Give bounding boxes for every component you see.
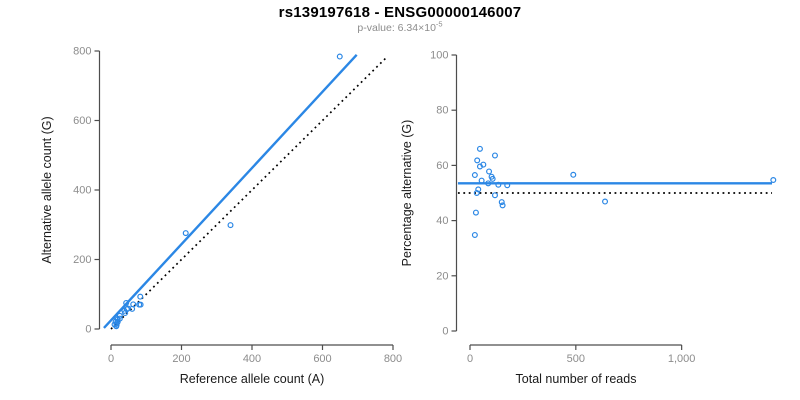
y-tick-label: 40 xyxy=(436,215,448,227)
data-point xyxy=(116,312,123,319)
data-point xyxy=(486,168,493,175)
x-tick-label: 200 xyxy=(172,353,190,365)
data-point xyxy=(473,190,480,197)
data-point xyxy=(602,198,609,205)
regression-line xyxy=(103,54,358,329)
data-point xyxy=(137,293,144,300)
y-tick-label: 400 xyxy=(73,185,91,197)
data-point xyxy=(336,53,343,60)
percentage-vs-reads-scatter: 0 20 40 60 80 100 0 500 1,000 Total number of rea… xyxy=(400,50,777,386)
data-point xyxy=(770,177,777,184)
data-point xyxy=(137,301,144,308)
y-tick-label: 100 xyxy=(430,50,448,62)
data-point xyxy=(491,152,498,159)
y-tick-label: 200 xyxy=(73,254,91,266)
p-value-exponent: -5 xyxy=(435,19,443,29)
x-tick-label: 500 xyxy=(567,353,585,365)
data-point xyxy=(491,192,498,199)
y-tick-label: 0 xyxy=(85,324,91,336)
allele-counts-scatter: 0 200 400 600 800 0 200 400 600 800 Reference alle… xyxy=(40,46,402,387)
x-tick-label: 1,000 xyxy=(668,353,696,365)
x-tick-label: 0 xyxy=(467,353,473,365)
y-tick-label: 80 xyxy=(436,105,448,117)
figure-subtitle: p-value: 6.34×10-5 xyxy=(0,19,800,34)
data-point xyxy=(129,305,136,312)
y-axis-title: Percentage alternative (G) xyxy=(400,120,414,267)
data-point xyxy=(570,171,577,178)
data-point xyxy=(472,209,479,216)
data-point xyxy=(495,181,502,188)
data-point xyxy=(474,157,481,164)
x-tick-label: 800 xyxy=(384,353,402,365)
x-tick-label: 0 xyxy=(108,353,114,365)
y-tick-label: 800 xyxy=(73,46,91,58)
data-point xyxy=(471,231,478,238)
identity-line xyxy=(110,55,389,330)
data-point xyxy=(113,323,120,330)
data-point xyxy=(471,172,478,179)
data-point xyxy=(504,182,511,189)
y-tick-label: 0 xyxy=(442,326,448,338)
y-tick-label: 600 xyxy=(73,115,91,127)
x-axis-title: Reference allele count (A) xyxy=(180,372,325,386)
data-point xyxy=(499,202,506,209)
x-axis-title: Total number of reads xyxy=(516,372,637,386)
figure-title: rs139197618 - ENSG00000146007 xyxy=(278,4,522,21)
figure-header: rs139197618 - ENSG00000146007 p-value: 6… xyxy=(0,0,800,34)
data-point xyxy=(122,310,129,317)
data-point xyxy=(478,177,485,184)
data-point xyxy=(498,199,505,206)
data-point xyxy=(227,222,234,229)
data-point xyxy=(480,161,487,168)
data-point xyxy=(182,230,189,237)
data-point xyxy=(475,186,482,193)
data-point xyxy=(489,175,496,182)
p-value-text: p-value: 6.34×10 xyxy=(357,22,436,34)
y-axis-title: Alternative allele count (G) xyxy=(40,116,54,263)
y-tick-label: 60 xyxy=(436,160,448,172)
y-tick-label: 20 xyxy=(436,270,448,282)
data-point xyxy=(123,299,130,306)
data-point xyxy=(476,145,483,152)
x-tick-label: 400 xyxy=(243,353,261,365)
x-tick-label: 600 xyxy=(313,353,331,365)
data-point xyxy=(485,180,492,187)
